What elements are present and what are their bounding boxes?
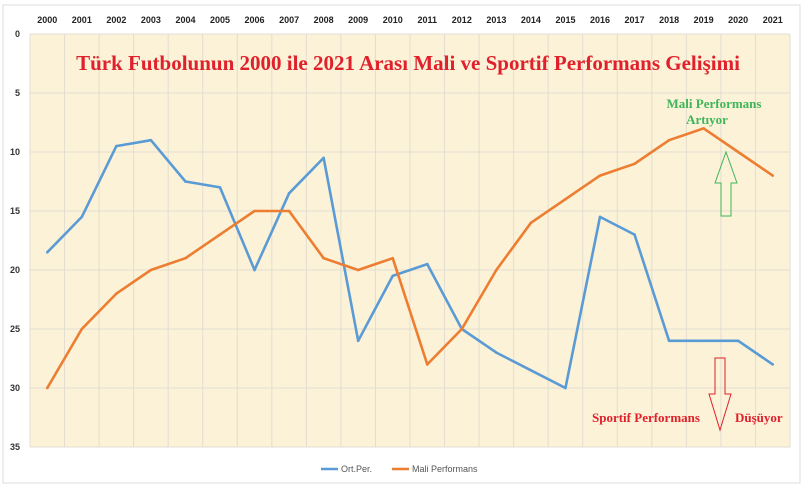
arrow-up-icon [714, 150, 738, 217]
data-point [149, 268, 153, 272]
chart-title: Türk Futbolunun 2000 ile 2021 Arası Mali… [76, 51, 740, 75]
series-line-ort-per [46, 138, 774, 390]
data-point [391, 274, 395, 278]
y-tick-label: 25 [10, 324, 20, 334]
annotation-financial-line1: Mali Performans [667, 96, 762, 111]
x-tick-label: 2021 [763, 15, 783, 25]
y-axis-labels: 0 5 10 15 20 25 30 35 [10, 29, 20, 452]
data-point [184, 180, 187, 183]
data-point [702, 127, 705, 130]
data-point [356, 339, 360, 343]
series-line-mali-performans [46, 127, 774, 389]
legend-label-ort-per: Ort.Per. [341, 464, 372, 474]
data-point [356, 268, 360, 272]
legend: Ort.Per. Mali Performans [321, 464, 478, 474]
x-tick-label: 2014 [521, 15, 541, 25]
x-tick-label: 2016 [590, 15, 610, 25]
data-point [184, 256, 187, 260]
x-tick-label: 2013 [486, 15, 506, 25]
x-tick-label: 2001 [72, 15, 92, 25]
data-point [702, 339, 705, 343]
data-point [115, 292, 118, 295]
x-tick-label: 2017 [625, 15, 645, 25]
data-point [322, 256, 325, 260]
data-point [564, 197, 567, 201]
x-tick-label: 2004 [175, 15, 195, 25]
x-tick-label: 2020 [728, 15, 748, 25]
y-tick-label: 35 [10, 442, 20, 452]
x-tick-label: 2002 [106, 15, 126, 25]
x-tick-label: 2006 [245, 15, 265, 25]
data-point [771, 363, 775, 366]
data-point [80, 215, 84, 219]
arrow-down-icon [708, 357, 732, 432]
x-tick-label: 2011 [418, 15, 438, 25]
data-point [391, 256, 395, 260]
data-point [598, 174, 602, 177]
data-point [45, 386, 49, 390]
y-tick-label: 0 [15, 29, 20, 39]
data-point [667, 339, 671, 343]
x-tick-label: 2009 [348, 15, 368, 25]
data-point [529, 369, 533, 372]
y-tick-label: 15 [10, 206, 20, 216]
data-point [425, 262, 429, 266]
x-tick-label: 2019 [694, 15, 714, 25]
y-tick-label: 5 [15, 88, 20, 98]
data-point [45, 251, 49, 254]
data-point [633, 233, 636, 236]
data-point [564, 386, 567, 390]
data-point [253, 209, 256, 213]
data-point [149, 138, 153, 142]
data-point [633, 162, 636, 166]
data-point [771, 174, 775, 177]
data-point [460, 327, 464, 331]
data-point [287, 192, 291, 195]
data-point [218, 186, 222, 189]
data-point [287, 209, 291, 213]
gridlines [29, 33, 791, 448]
data-point [495, 268, 498, 272]
y-tick-label: 10 [10, 147, 20, 157]
data-point [736, 339, 740, 343]
data-point [253, 268, 256, 272]
x-tick-label: 2007 [279, 15, 299, 25]
legend-label-mali: Mali Performans [412, 464, 478, 474]
data-point [736, 150, 740, 154]
x-tick-label: 2003 [141, 15, 161, 25]
x-tick-label: 2010 [383, 15, 403, 25]
annotation-sportive: Sportif Performans Düşüyor [592, 357, 783, 432]
data-point [115, 144, 118, 148]
y-tick-label: 20 [10, 265, 20, 275]
x-tick-label: 2000 [37, 15, 57, 25]
x-tick-label: 2015 [555, 15, 575, 25]
annotation-sportive-text-b: Düşüyor [735, 410, 783, 425]
x-axis-labels: 2000 2001 2002 2003 2004 2005 2006 2007 2008 2009… [37, 15, 782, 25]
data-point [529, 221, 533, 225]
data-point [598, 215, 602, 219]
data-point [218, 233, 222, 236]
data-point [322, 156, 325, 160]
data-point [80, 327, 84, 331]
series-lines [45, 127, 775, 390]
data-point [495, 351, 498, 354]
y-tick-label: 30 [10, 383, 20, 393]
x-tick-label: 2018 [659, 15, 679, 25]
annotation-financial-line2: Artıyor [686, 112, 728, 127]
annotation-financial: Mali Performans Artıyor [667, 96, 762, 217]
x-tick-label: 2012 [452, 15, 472, 25]
x-tick-label: 2008 [314, 15, 334, 25]
x-tick-label: 2005 [210, 15, 230, 25]
data-point [667, 138, 671, 142]
data-point [425, 363, 429, 366]
annotation-sportive-text-a: Sportif Performans [592, 410, 700, 425]
